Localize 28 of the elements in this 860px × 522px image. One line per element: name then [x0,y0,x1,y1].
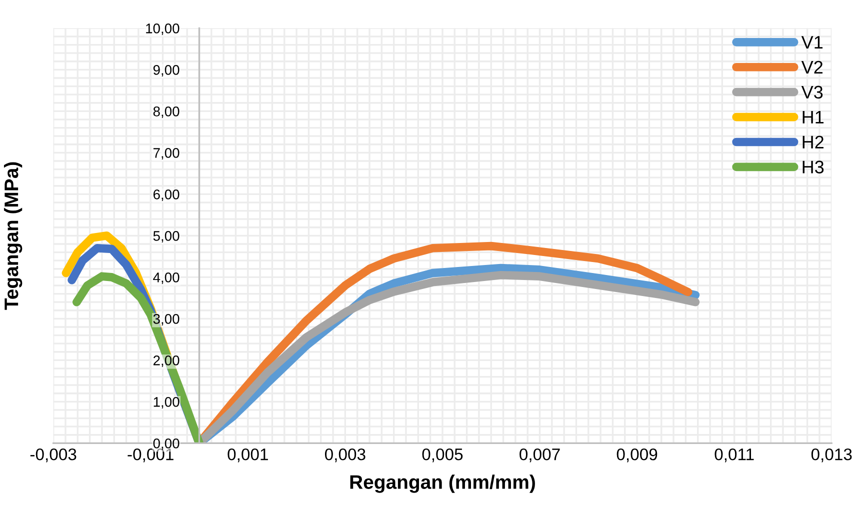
y-tick-label: 6,00 [153,190,180,201]
y-tick-label: 3,00 [153,314,180,326]
y-tick-label: 4,00 [153,272,180,284]
legend-label: H1 [802,110,824,124]
x-tick-label: -0,001 [128,448,174,462]
x-tick-label: 0,001 [228,448,268,462]
x-tick-label: 0,005 [422,448,463,462]
y-tick-label: 10,00 [146,24,180,35]
y-tick-label: 2,00 [153,356,180,367]
y-axis-title: Tegangan (MPa) [4,162,22,310]
y-tick-label: 5,00 [153,231,180,242]
y-tick-label: 0,00 [153,438,180,450]
x-tick-label: 0,011 [714,448,754,462]
legend-label: V1 [801,36,823,48]
legend-label: V3 [801,86,823,99]
x-tick-label: 0,003 [324,448,366,462]
x-tick-label: 0,013 [811,448,852,462]
y-tick-label: 7,00 [153,148,180,160]
x-tick-label: 0,009 [616,448,658,462]
y-tick-label: 8,00 [153,106,180,118]
x-tick-label: -0,003 [30,448,76,462]
y-tick-label: 9,00 [153,65,180,76]
legend-label: H3 [802,160,824,174]
x-axis-title: Regangan (mm/mm) [350,474,535,493]
legend-label: V2 [801,60,822,74]
legend-label: H2 [802,136,824,148]
y-tick-label: 1,00 [154,397,180,408]
x-tick-label: 0,007 [520,448,560,462]
